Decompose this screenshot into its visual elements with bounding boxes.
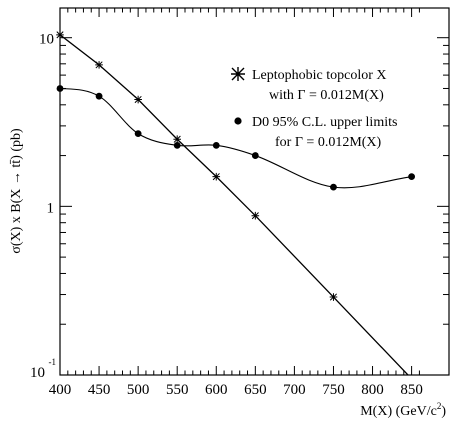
legend-star-marker (231, 67, 245, 81)
legend-entry-d0-limits: D0 95% C.L. upper limits for Γ = 0.012M(… (234, 115, 397, 150)
x-tick-label: 800 (361, 382, 384, 398)
y-tick-label: 10 (39, 32, 54, 48)
legend-entry-topcolor: Leptophobic topcolor X with Γ = 0.012M(X… (231, 67, 387, 103)
topcolor-star-point (212, 172, 221, 181)
d0-limit-point (95, 92, 103, 100)
x-axis-title: M(X) (GeV/c2) (360, 401, 446, 419)
x-tick-label: 700 (283, 382, 306, 398)
x-tick-label: 450 (88, 382, 111, 398)
topcolor-star-point (173, 135, 181, 144)
topcolor-star-point (134, 95, 142, 104)
d0-limit-point (173, 141, 181, 149)
x-tick-label: 400 (49, 382, 72, 398)
topcolor-star-point (95, 61, 103, 69)
topcolor-star-point (329, 293, 338, 301)
topcolor-star-point (251, 211, 260, 220)
x-tick-label: 650 (244, 382, 267, 398)
x-tick-label: 500 (127, 382, 150, 398)
legend-label-topcolor-width: with Γ = 0.012M(X) (269, 88, 384, 103)
legend: Leptophobic topcolor X with Γ = 0.012M(X… (231, 67, 397, 150)
x-tick-label: 850 (400, 382, 423, 398)
d0-limit-point (134, 130, 142, 137)
x-tick-label: 550 (166, 382, 189, 398)
x-tick-label: 600 (205, 382, 228, 398)
y-axis-title: σ(X) x B(X → tt̄) (pb) (9, 128, 24, 254)
y-tick-label: 10 (30, 365, 45, 381)
legend-circle-marker (234, 117, 242, 125)
y-axis-ticks: 10 1 10 -1 (30, 32, 449, 381)
legend-label-d0-limits: D0 95% C.L. upper limits (252, 115, 397, 130)
plot-frame (59, 7, 450, 376)
d0-limit-point (330, 183, 337, 191)
d0-limit-point (408, 173, 415, 181)
d0-limit-point (56, 85, 64, 92)
x-tick-label: 750 (322, 382, 345, 398)
d0-limit-point (251, 152, 259, 159)
legend-label-d0-width: for Γ = 0.012M(X) (275, 135, 382, 150)
y-tick-label: 1 (47, 200, 55, 216)
topcolor-star-point (56, 31, 64, 39)
legend-label-topcolor: Leptophobic topcolor X (252, 68, 387, 83)
y-tick-exponent: -1 (49, 357, 57, 367)
x-axis-ticks: 400 450 500 550 600 650 700 750 800 850 (49, 8, 423, 398)
d0-limit-point (212, 141, 220, 149)
series-layer (56, 31, 415, 375)
topcolor-prediction-line (60, 34, 409, 375)
